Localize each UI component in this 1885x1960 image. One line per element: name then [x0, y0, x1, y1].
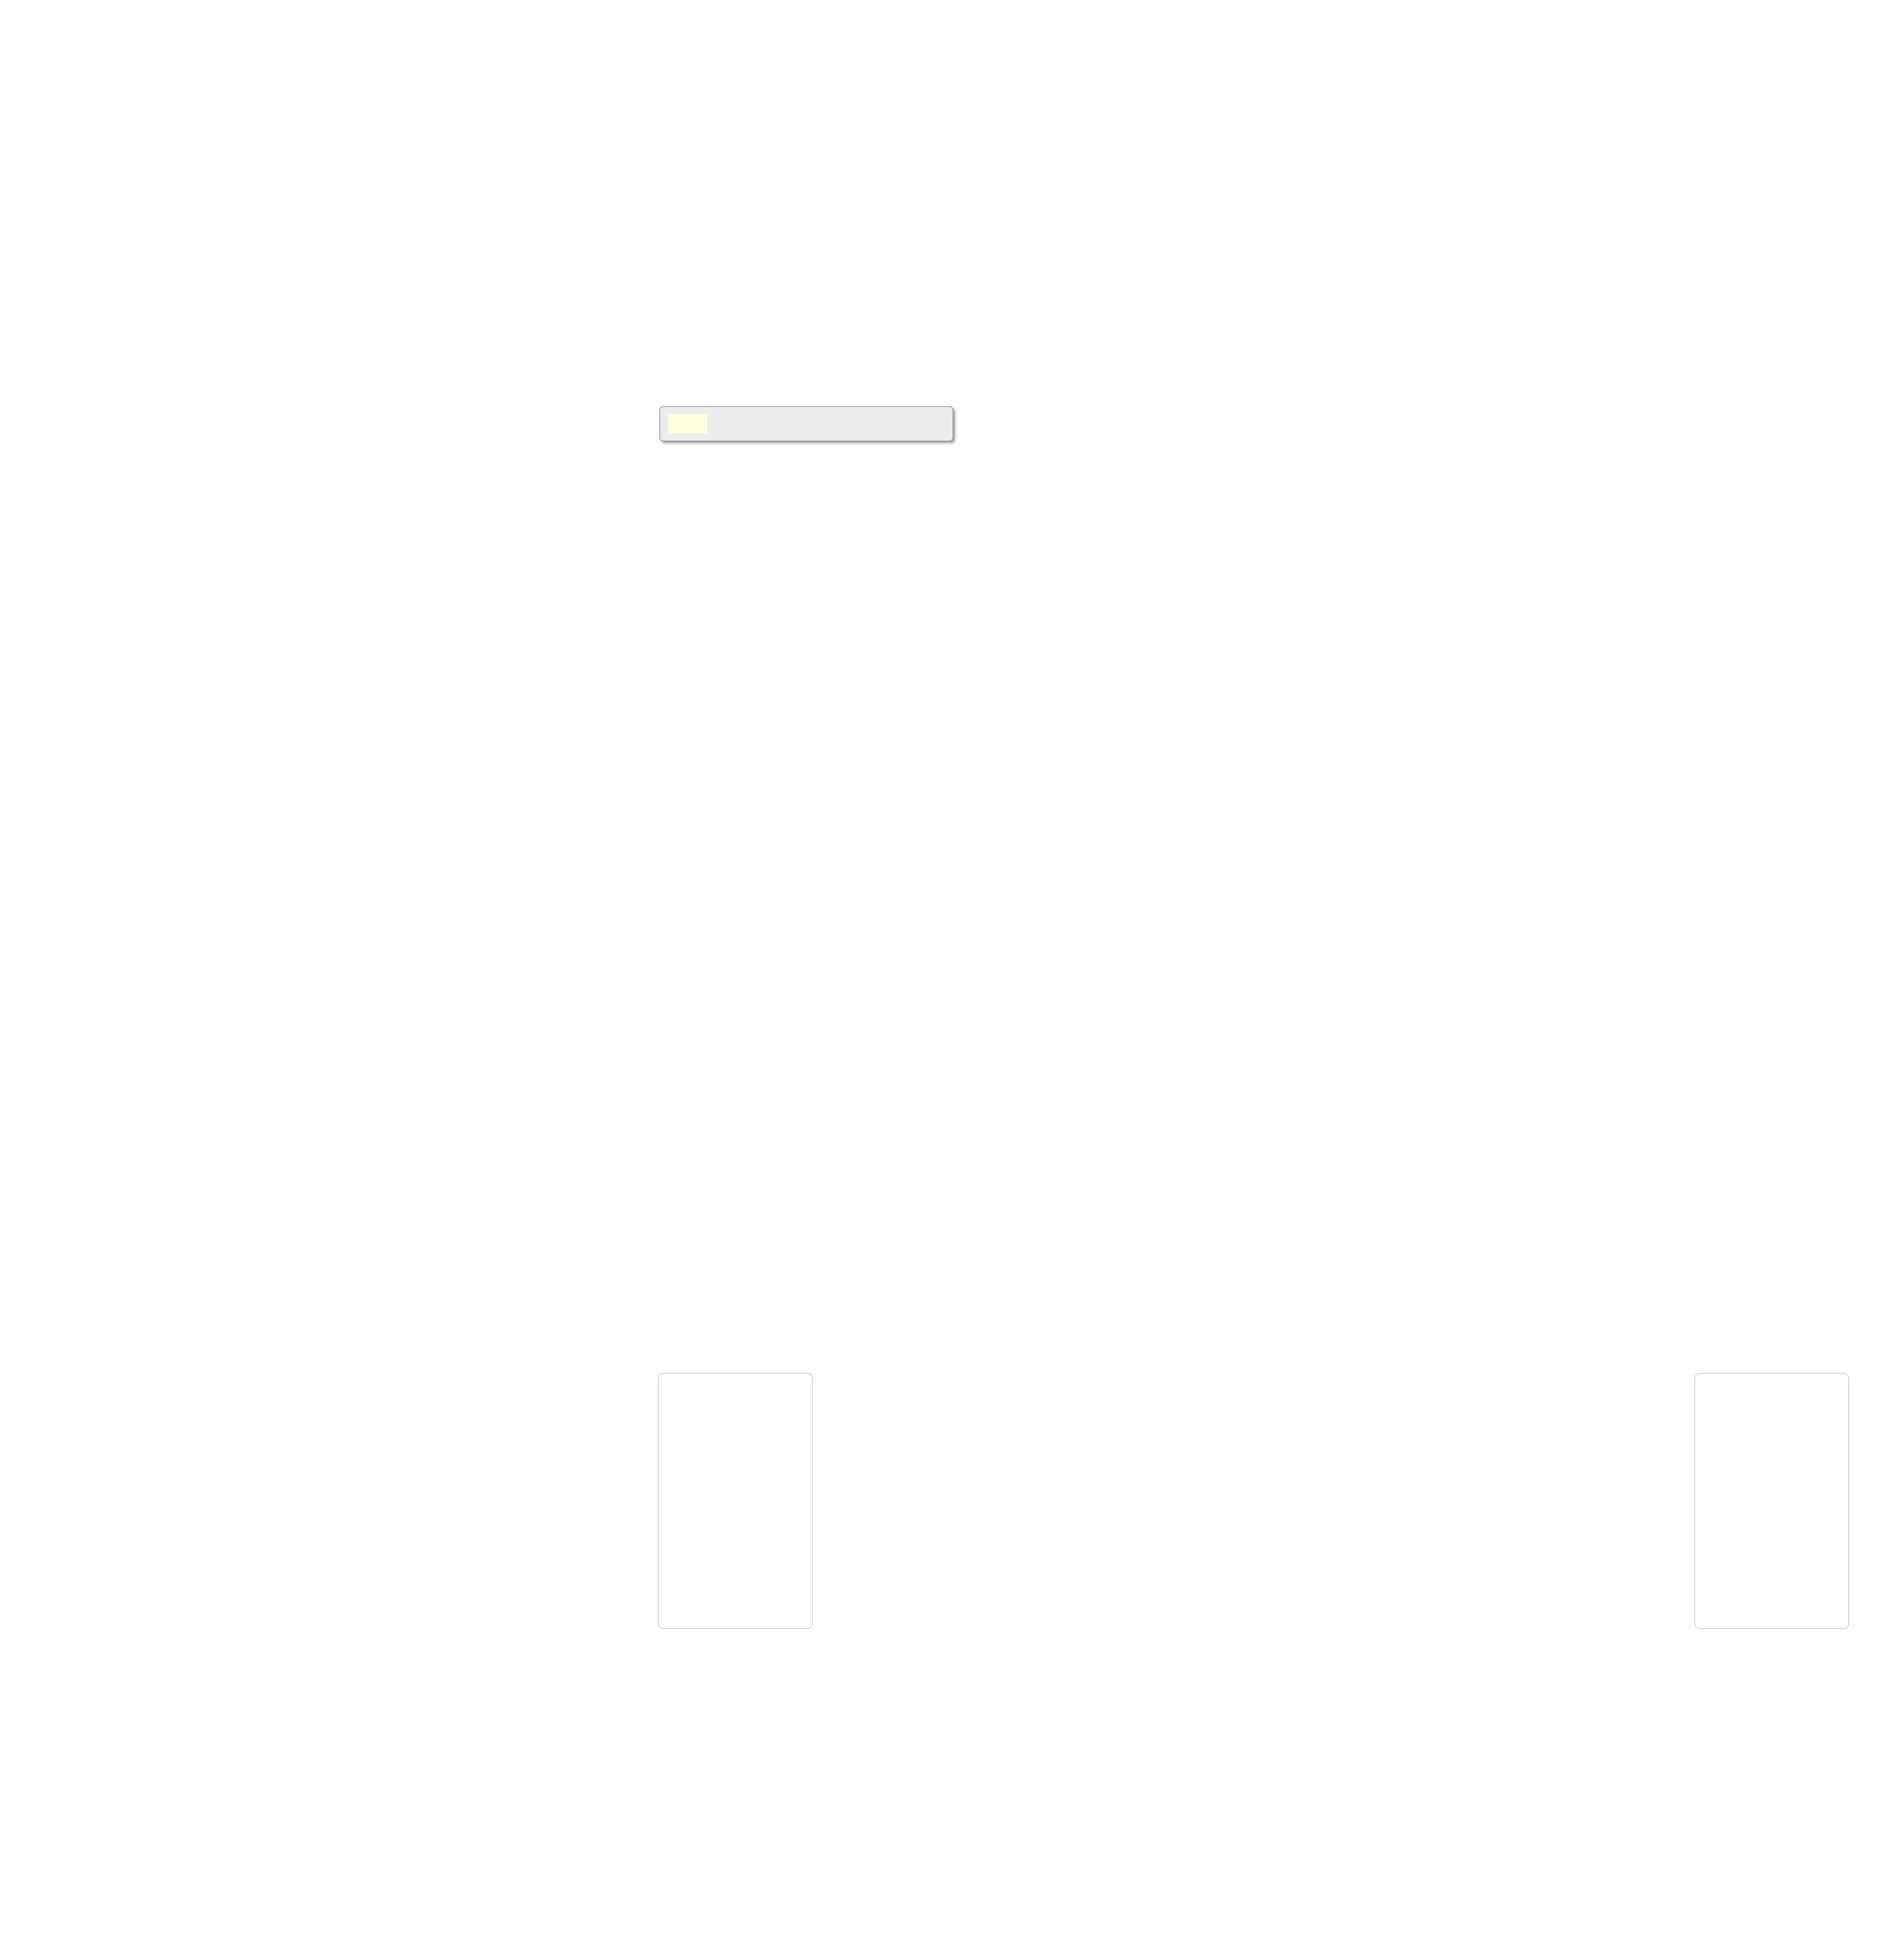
- water-legend: [658, 1373, 813, 1629]
- wind-legend: [1694, 1373, 1849, 1629]
- footer-logos: [0, 0, 118, 59]
- landuse-legend-swatch: [668, 414, 707, 434]
- landuse-legend: [659, 406, 953, 441]
